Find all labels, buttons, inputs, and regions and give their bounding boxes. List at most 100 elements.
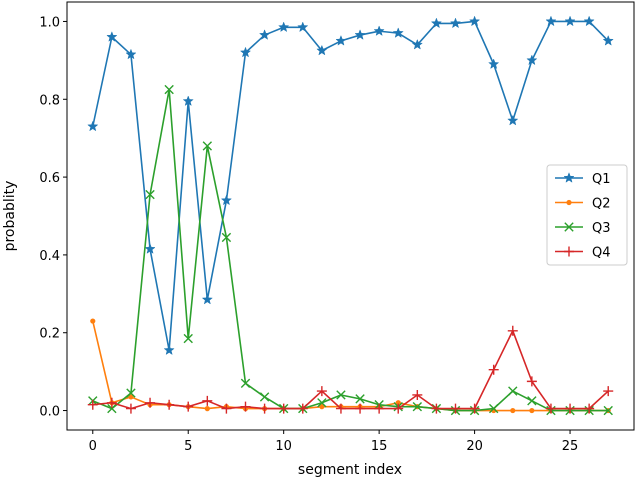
legend-marker-q1	[563, 172, 575, 183]
y-tick-label: 0.6	[39, 171, 60, 186]
data-point-q3	[355, 394, 365, 404]
data-point-q1	[144, 243, 156, 254]
data-point-q1	[583, 15, 595, 27]
data-point-q3	[259, 392, 270, 402]
legend-marker-q2	[566, 199, 572, 206]
data-point-q1	[182, 95, 194, 107]
data-point-q1	[354, 29, 366, 40]
data-point-q4	[603, 386, 614, 397]
y-tick-label: 0.2	[39, 327, 60, 342]
data-point-q1	[430, 17, 443, 29]
data-point-q1	[507, 114, 519, 126]
data-point-q1	[220, 194, 233, 206]
data-point-q1	[468, 15, 481, 27]
plot-area	[66, 1, 635, 431]
data-point-q4	[374, 403, 385, 414]
data-point-q4	[164, 399, 175, 410]
data-point-q1	[545, 15, 557, 27]
data-point-q4	[526, 376, 537, 387]
legend: Q1 Q2 Q3 Q4	[546, 164, 628, 266]
x-tick-label: 5	[184, 439, 192, 454]
data-point-q1	[526, 54, 538, 66]
y-axis-ticks: 0.0 0.2 0.4 0.6 0.8 1.0	[39, 15, 67, 420]
data-point-q1	[335, 35, 347, 46]
data-point-q1	[239, 46, 252, 58]
data-point-q1	[411, 38, 423, 50]
data-point-q1	[392, 27, 404, 38]
legend-box	[546, 164, 628, 266]
data-point-q4	[87, 399, 98, 410]
series-q1	[87, 15, 614, 356]
data-point-q3	[202, 141, 213, 151]
data-point-q4	[278, 403, 289, 414]
data-point-q1	[278, 21, 290, 33]
data-point-q3	[221, 232, 232, 243]
legend-label-q2: Q2	[592, 197, 611, 212]
data-point-q4	[431, 403, 442, 414]
y-axis-label: probablity	[2, 181, 18, 252]
data-point-q3	[126, 388, 136, 398]
data-point-q4	[145, 397, 156, 408]
data-point-q1	[316, 44, 328, 56]
x-tick-label: 10	[275, 439, 292, 454]
data-point-q2	[529, 407, 535, 414]
data-point-q4	[507, 325, 518, 336]
data-point-q4	[106, 397, 117, 408]
x-tick-label: 0	[89, 439, 97, 454]
data-point-q1	[125, 48, 137, 60]
data-point-q3	[107, 403, 117, 414]
series-layer	[87, 15, 614, 416]
data-point-q3	[240, 378, 251, 389]
data-point-q1	[106, 31, 118, 42]
data-point-q1	[564, 15, 576, 27]
data-point-q4	[259, 403, 270, 414]
data-point-q1	[449, 17, 462, 29]
x-tick-label: 15	[371, 439, 388, 454]
data-point-q3	[603, 405, 613, 416]
data-point-q4	[221, 403, 232, 414]
legend-marker-q3	[564, 222, 574, 232]
data-point-q1	[488, 58, 500, 70]
data-point-q1	[297, 21, 309, 33]
data-point-q4	[412, 389, 423, 400]
data-point-q4	[488, 364, 499, 375]
x-tick-label: 25	[562, 439, 579, 454]
data-point-q3	[336, 390, 346, 400]
x-axis-ticks: 0 5 10 15 20 25	[89, 430, 579, 454]
data-point-q2	[90, 318, 96, 324]
y-tick-label: 0.8	[39, 93, 60, 108]
data-point-q4	[565, 403, 576, 414]
data-point-q4	[450, 403, 461, 414]
data-point-q3	[145, 189, 155, 200]
x-axis-label: segment index	[298, 462, 402, 478]
data-point-q4	[545, 403, 556, 414]
data-point-q1	[373, 25, 385, 36]
legend-marker-q4	[564, 246, 574, 257]
data-point-q4	[584, 403, 595, 414]
data-point-q4	[393, 403, 404, 414]
y-tick-label: 0.4	[39, 249, 60, 264]
data-point-q4	[125, 403, 136, 414]
data-point-q2	[395, 400, 401, 406]
data-point-q3	[183, 333, 193, 344]
data-point-q2	[319, 404, 325, 410]
data-point-q4	[469, 403, 480, 414]
series-line-q4	[92, 329, 609, 410]
data-point-q4	[240, 401, 251, 412]
y-tick-label: 1.0	[39, 15, 60, 30]
series-line-q1	[91, 20, 609, 352]
data-point-q4	[316, 386, 327, 397]
data-point-q1	[87, 120, 99, 132]
data-point-q2	[510, 407, 516, 414]
data-point-q3	[488, 403, 499, 414]
data-point-q4	[355, 403, 366, 414]
series-q4	[87, 325, 614, 414]
data-point-q1	[602, 35, 614, 46]
data-point-q1	[201, 293, 213, 305]
data-point-q4	[335, 403, 346, 414]
data-point-q4	[202, 395, 213, 406]
legend-label-q3: Q3	[592, 221, 611, 236]
data-point-q3	[527, 396, 537, 406]
data-point-q3	[508, 386, 518, 396]
